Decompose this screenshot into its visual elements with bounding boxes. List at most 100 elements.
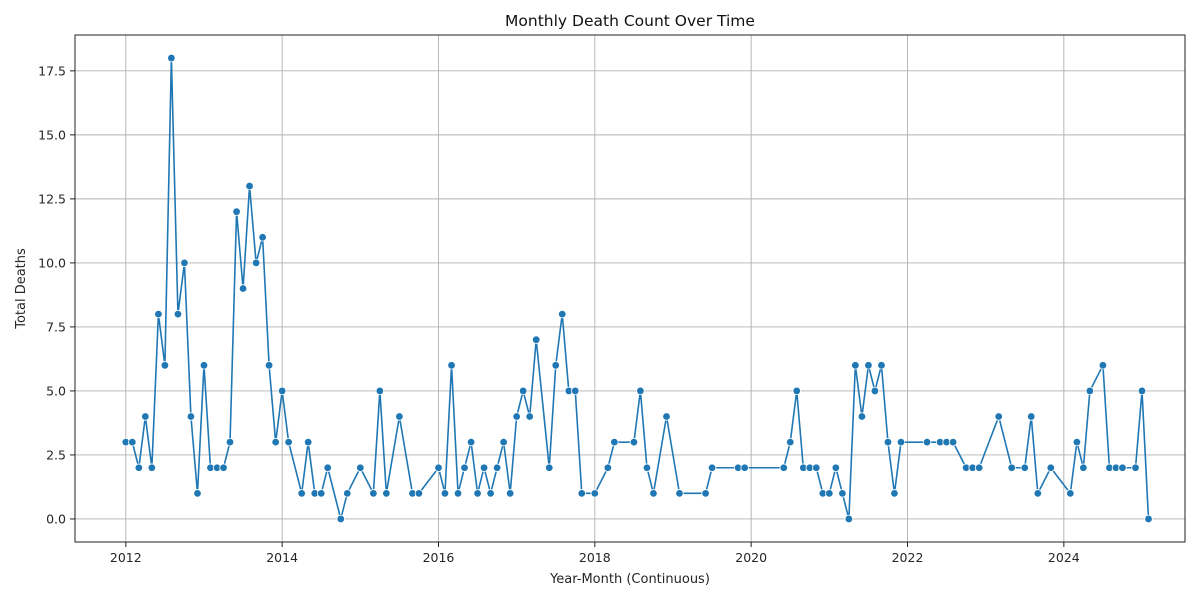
data-point [518, 386, 528, 396]
data-point [1020, 463, 1029, 472]
data-point [1131, 463, 1140, 472]
data-point [825, 489, 834, 498]
data-point [277, 386, 287, 396]
y-tick-label: 2.5 [46, 447, 66, 462]
data-point [558, 309, 567, 319]
data-point [447, 361, 456, 370]
data-point [1072, 437, 1082, 447]
data-point [1079, 463, 1088, 472]
data-point [154, 309, 163, 319]
x-tick-label: 2020 [735, 550, 767, 565]
data-point [499, 437, 508, 447]
data-point [167, 53, 176, 63]
data-point [186, 412, 196, 421]
plot-frame [74, 34, 1186, 543]
data-point [545, 463, 554, 472]
data-point [740, 463, 749, 472]
data-point [577, 489, 586, 498]
data-point [460, 463, 469, 472]
x-tick-label: 2024 [1048, 550, 1080, 565]
data-point [662, 412, 671, 421]
data-point [675, 489, 684, 498]
data-point [831, 463, 841, 472]
data-point [258, 233, 267, 242]
data-point [219, 463, 228, 472]
data-point [343, 489, 352, 498]
data-point [636, 386, 645, 396]
data-point [779, 463, 788, 472]
data-point [492, 463, 502, 472]
series-line [125, 57, 1150, 520]
data-point [994, 412, 1003, 421]
data-point [193, 489, 202, 498]
data-point [336, 514, 345, 524]
y-tick-label: 10.0 [38, 255, 66, 270]
data-point [297, 489, 306, 498]
data-point [453, 489, 463, 498]
data-point [134, 463, 144, 472]
data-point [356, 463, 365, 472]
data-point [238, 284, 248, 293]
data-point [440, 489, 450, 498]
data-point [245, 181, 254, 191]
data-point [1066, 489, 1075, 498]
data-point [199, 361, 209, 370]
data-point [1007, 463, 1016, 472]
data-point [128, 437, 137, 447]
x-tick-label: 2012 [110, 550, 142, 565]
data-point [369, 489, 378, 498]
data-point [525, 412, 534, 421]
data-point [434, 463, 443, 472]
y-tick-label: 15.0 [38, 127, 66, 142]
data-point [649, 489, 658, 498]
data-point [896, 437, 906, 447]
data-point [173, 309, 183, 319]
data-point [1144, 514, 1153, 524]
data-point [890, 489, 899, 498]
data-point [1098, 361, 1108, 370]
data-point [317, 489, 326, 498]
data-point [375, 386, 385, 396]
data-point [1137, 386, 1147, 396]
x-tick-label: 2016 [423, 550, 455, 565]
data-point [792, 386, 801, 396]
data-point [974, 463, 984, 472]
data-point [505, 489, 515, 498]
data-point [1085, 386, 1095, 396]
data-point [877, 361, 886, 370]
data-point [844, 514, 854, 524]
y-tick-label: 7.5 [46, 319, 66, 334]
data-point [1033, 489, 1043, 498]
data-point [141, 412, 150, 421]
data-point [395, 412, 404, 421]
x-tick-label: 2018 [579, 550, 611, 565]
axis-ticks: 2012 2014 2016 2018 2020 2022 2024 0.0 2.5 5.0 7.5… [38, 63, 1080, 565]
data-point [180, 258, 189, 268]
data-point [532, 335, 541, 344]
data-point [225, 437, 235, 447]
data-point [701, 489, 710, 498]
y-axis-title: Total Deaths [14, 248, 29, 330]
y-tick-label: 12.5 [38, 191, 66, 206]
data-point [571, 386, 580, 396]
data-point [610, 437, 619, 447]
data-point [479, 463, 489, 472]
data-point [251, 258, 261, 268]
x-tick-label: 2022 [892, 550, 924, 565]
data-point [1027, 412, 1036, 421]
y-tick-label: 0.0 [46, 511, 66, 526]
data-point [857, 412, 867, 421]
data-point [642, 463, 652, 472]
y-tick-label: 17.5 [38, 63, 66, 78]
data-point [922, 437, 932, 447]
data-point [1118, 463, 1127, 472]
data-point [323, 463, 332, 472]
y-tick-label: 5.0 [46, 383, 66, 398]
data-point [512, 412, 521, 421]
data-point [466, 437, 476, 447]
data-point [629, 437, 639, 447]
series [121, 53, 1153, 524]
data-point [264, 361, 274, 370]
data-point [707, 463, 717, 472]
data-point [147, 463, 157, 472]
